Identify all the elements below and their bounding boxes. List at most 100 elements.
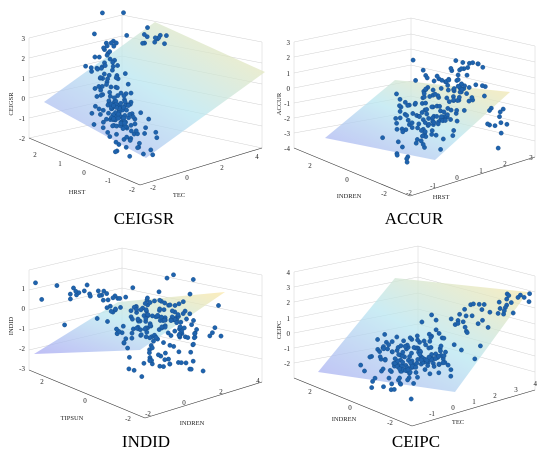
data-point bbox=[162, 357, 168, 363]
x-tick: -2 bbox=[406, 189, 412, 197]
data-point bbox=[455, 77, 461, 83]
data-point bbox=[476, 301, 482, 307]
data-point bbox=[113, 139, 119, 145]
data-point bbox=[191, 318, 196, 323]
data-point bbox=[150, 313, 155, 319]
data-point bbox=[526, 299, 532, 305]
panel-indid-y-ticks: 2 0 -2 bbox=[40, 378, 131, 423]
data-point bbox=[113, 40, 119, 46]
data-point bbox=[141, 32, 147, 37]
data-point bbox=[440, 136, 446, 142]
data-point bbox=[436, 353, 441, 359]
data-point bbox=[168, 333, 174, 338]
data-point bbox=[382, 332, 388, 337]
y-axis-label: HRST bbox=[433, 194, 450, 201]
data-point bbox=[107, 49, 113, 54]
panel-indid-z-ticks: 1 0 -1 -2 -3 bbox=[19, 285, 25, 373]
data-point bbox=[448, 66, 454, 71]
data-point bbox=[448, 316, 454, 322]
data-point bbox=[389, 349, 395, 355]
data-point bbox=[163, 350, 168, 356]
data-point bbox=[424, 75, 430, 81]
panel-ceigsr-axes bbox=[28, 137, 263, 186]
data-point bbox=[127, 354, 132, 360]
data-point bbox=[102, 63, 108, 68]
data-point bbox=[527, 291, 532, 297]
data-point bbox=[429, 312, 434, 318]
data-point bbox=[442, 118, 448, 123]
panel-ceipc-axes bbox=[293, 377, 536, 427]
data-point bbox=[369, 385, 375, 390]
data-point bbox=[129, 330, 135, 336]
data-point bbox=[444, 95, 450, 101]
data-point bbox=[95, 288, 101, 294]
data-point bbox=[111, 43, 117, 49]
data-point bbox=[500, 106, 506, 112]
data-point bbox=[380, 366, 386, 372]
data-point bbox=[162, 317, 167, 323]
data-point bbox=[156, 352, 161, 358]
data-point bbox=[504, 121, 510, 127]
data-point bbox=[441, 109, 447, 115]
data-point bbox=[480, 83, 485, 89]
panel-indid-x-ticks: -2 0 2 4 bbox=[145, 377, 260, 418]
data-point bbox=[152, 298, 157, 304]
z-tick: -2 bbox=[19, 345, 25, 353]
panel-accur-y-ticks: 2 0 -2 bbox=[308, 162, 387, 198]
y-tick: -2 bbox=[129, 186, 135, 194]
data-point bbox=[438, 147, 443, 152]
data-point bbox=[498, 120, 504, 126]
data-point bbox=[129, 335, 135, 341]
data-point bbox=[148, 323, 153, 328]
data-point bbox=[120, 323, 126, 329]
x-tick: 2 bbox=[503, 160, 507, 168]
data-point bbox=[448, 373, 454, 379]
data-point bbox=[479, 307, 485, 312]
data-point bbox=[54, 283, 60, 288]
data-point bbox=[134, 325, 140, 331]
data-point bbox=[117, 296, 123, 301]
data-point bbox=[98, 112, 103, 117]
data-point bbox=[107, 89, 113, 95]
data-point bbox=[451, 97, 457, 103]
data-point bbox=[125, 345, 130, 351]
data-point bbox=[175, 312, 181, 317]
data-point bbox=[141, 360, 147, 366]
data-point bbox=[98, 93, 104, 98]
data-point bbox=[68, 296, 73, 302]
data-point bbox=[100, 107, 106, 113]
data-point bbox=[407, 335, 413, 341]
data-point bbox=[420, 67, 426, 73]
z-tick: -1 bbox=[19, 115, 25, 123]
data-point bbox=[176, 332, 182, 338]
data-point bbox=[152, 35, 158, 41]
data-point bbox=[105, 297, 111, 303]
data-point bbox=[113, 149, 118, 155]
data-point bbox=[413, 100, 418, 106]
data-point bbox=[362, 368, 367, 374]
y-axis-label: TIPSUN bbox=[61, 415, 84, 422]
data-point bbox=[96, 106, 102, 112]
data-point bbox=[405, 367, 411, 373]
data-point bbox=[137, 140, 142, 146]
data-point bbox=[130, 316, 135, 322]
panel-accur-points bbox=[380, 57, 510, 165]
data-point bbox=[413, 364, 419, 370]
data-point bbox=[448, 107, 454, 113]
data-point bbox=[397, 115, 403, 121]
data-point bbox=[501, 308, 507, 314]
data-point bbox=[121, 10, 126, 16]
data-point bbox=[380, 135, 385, 141]
data-point bbox=[133, 128, 139, 134]
caption-ceigsr: CEIGSR bbox=[114, 209, 175, 228]
data-point bbox=[455, 321, 461, 326]
data-point bbox=[487, 108, 492, 113]
data-point bbox=[113, 75, 119, 81]
data-point bbox=[372, 375, 378, 381]
data-point bbox=[446, 77, 452, 83]
data-point bbox=[123, 336, 129, 342]
y-tick: 2 bbox=[40, 378, 44, 386]
data-point bbox=[459, 87, 465, 93]
data-point bbox=[33, 280, 38, 286]
data-point bbox=[140, 40, 145, 46]
